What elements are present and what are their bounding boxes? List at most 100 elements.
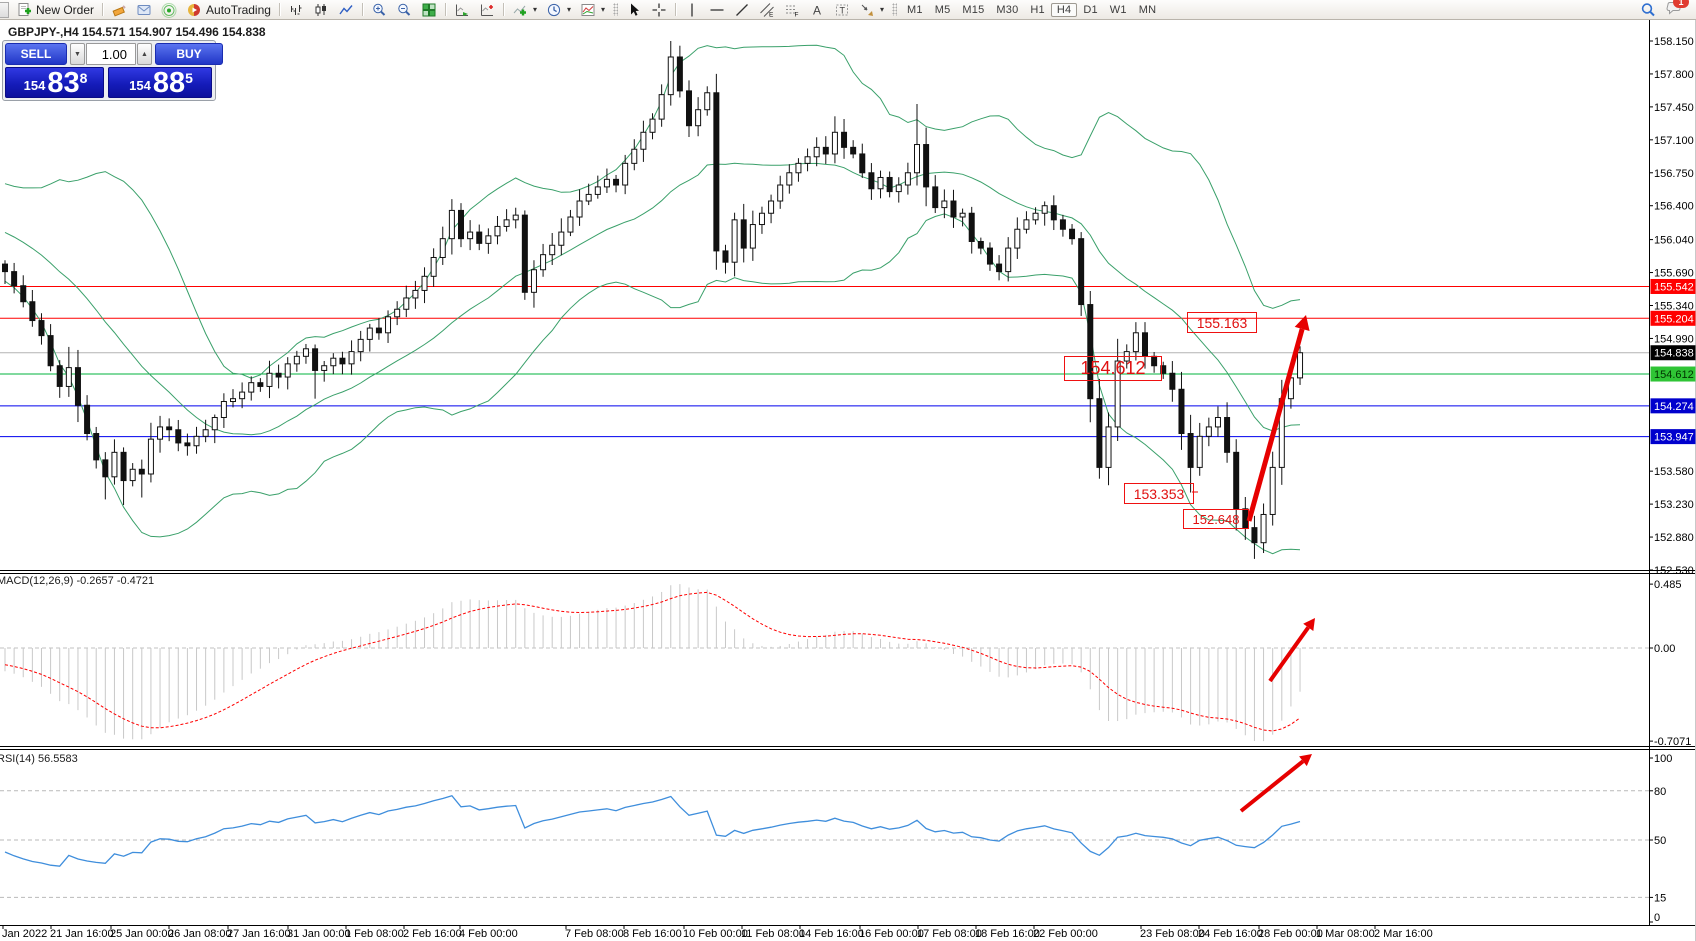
svg-text:8 Feb 16:00: 8 Feb 16:00: [623, 928, 682, 940]
sell-button[interactable]: SELL: [5, 43, 67, 65]
volume-increase-button[interactable]: ▲: [137, 43, 152, 65]
svg-text:27 Jan 16:00: 27 Jan 16:00: [227, 928, 291, 940]
volume-decrease-button[interactable]: ▼: [70, 43, 85, 65]
chevron-down-icon: ▾: [600, 5, 605, 14]
timeframe-d1[interactable]: D1: [1077, 3, 1103, 17]
price-annotation[interactable]: 155.163: [1187, 312, 1257, 333]
autotrading-button[interactable]: AutoTrading: [182, 1, 275, 18]
tile-windows-button[interactable]: [417, 1, 441, 18]
text-button[interactable]: A: [805, 1, 829, 18]
notifications-button[interactable]: 1: [1666, 0, 1689, 19]
zoom-out-icon: [396, 2, 412, 18]
svg-text:157.100: 157.100: [1654, 135, 1694, 147]
svg-text:10 Feb 00:00: 10 Feb 00:00: [683, 928, 748, 940]
svg-text:0.00: 0.00: [1654, 643, 1675, 655]
timeframe-mn[interactable]: MN: [1133, 3, 1163, 17]
zoom-in-button[interactable]: [367, 1, 391, 18]
new-order-button[interactable]: New Order: [12, 1, 98, 18]
timeframe-m1[interactable]: M1: [901, 3, 929, 17]
sell-price-box[interactable]: 154 83 8: [5, 67, 104, 98]
text-icon: A: [809, 2, 825, 18]
signals-button[interactable]: [157, 1, 181, 18]
svg-text:156.400: 156.400: [1654, 201, 1694, 213]
trendline-icon: [734, 2, 750, 18]
toolbar-drag-handle[interactable]: [892, 3, 898, 16]
chevron-down-icon: ▾: [532, 5, 537, 14]
macd-signal-line: [4, 591, 1301, 732]
price-annotation[interactable]: 152.648: [1183, 509, 1249, 529]
zoom-out-button[interactable]: [392, 1, 416, 18]
separator: [102, 3, 104, 16]
mail-button[interactable]: [132, 1, 156, 18]
horizontal-line-button[interactable]: [705, 1, 729, 18]
price-tag: [1650, 345, 1696, 361]
fibonacci-button[interactable]: F: [780, 1, 804, 18]
line-chart-icon: [338, 2, 354, 18]
horizontal-line-icon: [709, 2, 725, 18]
sell-price-point: 8: [79, 70, 88, 86]
autotrading-label: AutoTrading: [206, 2, 271, 17]
periods-button[interactable]: ▾: [542, 1, 575, 18]
toolbar-right: 1: [1640, 0, 1696, 19]
bollinger-middle: [4, 162, 1301, 436]
price-annotation[interactable]: 153.353: [1124, 483, 1194, 504]
trendline-button[interactable]: [730, 1, 754, 18]
new-order-icon: [16, 2, 32, 18]
volume-control: ▼ ▲: [70, 43, 152, 65]
auto-scroll-button[interactable]: [450, 1, 474, 18]
svg-text:156.750: 156.750: [1654, 168, 1694, 180]
search-icon[interactable]: [1640, 2, 1656, 18]
cursor-button[interactable]: [622, 1, 646, 18]
cursor-icon: [626, 2, 642, 18]
crosshair-icon: [651, 2, 667, 18]
toolbar: New Order AutoTrading: [0, 0, 1696, 20]
timeframe-w1[interactable]: W1: [1104, 3, 1133, 17]
buy-price-box[interactable]: 154 88 5: [108, 67, 212, 98]
separator: [278, 3, 280, 16]
clipped-toolbar-icon: [0, 1, 9, 18]
indicators-button[interactable]: ▾: [508, 1, 541, 18]
line-chart-button[interactable]: [334, 1, 358, 18]
crosshair-button[interactable]: [647, 1, 671, 18]
svg-text:T: T: [840, 5, 846, 15]
timeframe-h1[interactable]: H1: [1024, 3, 1050, 17]
sell-price-pips: 83: [47, 67, 80, 99]
templates-button[interactable]: ▾: [576, 1, 609, 18]
vertical-line-button[interactable]: [680, 1, 704, 18]
chart-shift-button[interactable]: [475, 1, 499, 18]
separator: [675, 3, 676, 16]
buy-button[interactable]: BUY: [155, 43, 223, 65]
toolbar-drag-handle[interactable]: [613, 3, 618, 16]
text-label-icon: T: [834, 2, 850, 18]
svg-text:0.485: 0.485: [1654, 579, 1682, 591]
level-lines: [0, 285, 1649, 438]
svg-text:F: F: [795, 11, 799, 18]
svg-text:1 Feb 08:00: 1 Feb 08:00: [345, 928, 404, 940]
price-tag: [1650, 366, 1696, 382]
candle-chart-button[interactable]: [309, 1, 333, 18]
svg-text:155.340: 155.340: [1654, 300, 1694, 312]
autotrading-icon: [186, 2, 202, 18]
svg-text:25 Jan 00:00: 25 Jan 00:00: [110, 928, 174, 940]
volume-input[interactable]: [86, 43, 136, 65]
separator: [361, 3, 363, 16]
svg-text:153.580: 153.580: [1654, 466, 1694, 478]
timeframe-m30[interactable]: M30: [990, 3, 1024, 17]
svg-text:153.947: 153.947: [1654, 432, 1694, 444]
shapes-button[interactable]: ▾: [855, 1, 888, 18]
timeframe-m5[interactable]: M5: [929, 3, 957, 17]
price-tag: [1650, 398, 1696, 414]
timeframe-h4[interactable]: H4: [1050, 2, 1078, 17]
marker-button[interactable]: [107, 1, 131, 18]
equidistant-channel-button[interactable]: E: [755, 1, 779, 18]
price-annotation[interactable]: 154.612: [1064, 356, 1162, 381]
text-label-button[interactable]: T: [830, 1, 854, 18]
svg-text:18 Feb 16:00: 18 Feb 16:00: [975, 928, 1040, 940]
svg-text:50: 50: [1654, 835, 1666, 847]
bar-chart-button[interactable]: [284, 1, 308, 18]
timeframe-m15[interactable]: M15: [956, 3, 990, 17]
